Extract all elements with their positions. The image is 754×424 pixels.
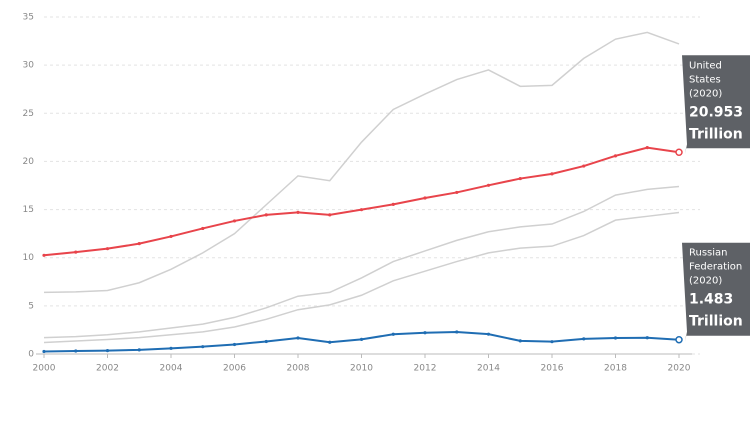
point [74,250,78,254]
point [137,348,141,352]
tooltip-name-line: Federation [689,262,742,273]
series-line [43,146,680,257]
y-tick-label: 0 [28,350,34,360]
point [613,336,618,340]
tooltip-year: (2020) [689,88,722,99]
x-tick-label: 2016 [541,364,564,374]
y-tick-label: 35 [23,13,34,23]
x-tick-label: 2014 [477,364,500,374]
point [232,219,237,223]
point [201,226,205,231]
point [645,336,649,340]
point [137,242,141,246]
x-tick-label: 2012 [414,364,437,374]
point [296,210,300,214]
x-tick-label: 2020 [668,364,691,374]
point [264,213,268,217]
point [645,146,649,150]
tooltip-box [682,55,750,155]
y-tick-label: 10 [23,253,35,263]
x-tick-label: 2010 [350,364,373,374]
point [455,330,459,334]
point [582,337,586,341]
series-line [43,31,680,294]
point [675,148,683,157]
x-tick-label: 2008 [287,364,310,374]
tooltip-year: (2020) [689,276,722,287]
point [423,196,427,200]
point [42,349,46,354]
point [423,331,427,335]
point [486,183,491,187]
x-tick-label: 2004 [160,364,183,374]
point [169,234,173,239]
point [359,337,364,341]
tooltip: Russian Federation (2020) 1.483 Trillion [682,242,750,342]
point [359,208,364,212]
point [550,340,554,344]
point [328,213,332,217]
point [486,332,491,336]
tooltip: United States (2020) 20.953 Trillion [682,55,750,155]
point [105,247,110,251]
point [582,164,586,168]
series-line [43,185,680,339]
point [550,172,554,176]
point [613,154,618,158]
point [264,339,268,344]
point [391,332,395,336]
y-tick-label: 5 [28,301,34,311]
tooltip-name-line: Russian [689,248,728,259]
point [391,202,395,206]
tooltip-name: Russian Federation [689,248,742,273]
y-tick-label: 25 [23,109,34,119]
point [675,335,683,344]
y-tick-label: 30 [23,61,35,71]
tooltip-name-line: United [689,60,722,71]
series-line [43,211,680,344]
tooltip-value: 1.483 [689,292,733,308]
point [455,190,459,195]
y-tick-label: 15 [23,205,34,215]
point [232,342,237,347]
x-tick-label: 2018 [604,364,627,374]
point [518,339,522,343]
y-tick-label: 20 [23,157,35,167]
point [42,253,46,257]
point [201,345,205,349]
x-tick-label: 2006 [223,364,246,374]
point [296,336,300,340]
tooltip-unit: Trillion [689,126,743,142]
x-tick-label: 2000 [33,364,56,374]
point [518,176,522,181]
point [74,349,78,353]
point [328,340,332,344]
tooltip-value: 20.953 [689,104,743,120]
tooltip-name: United States [689,60,722,85]
tooltip-unit: Trillion [689,314,743,330]
point [169,346,173,350]
tooltip-box [682,242,750,342]
x-tick-label: 2002 [96,364,119,374]
tooltip-name-line: States [689,74,721,85]
point [105,349,110,353]
